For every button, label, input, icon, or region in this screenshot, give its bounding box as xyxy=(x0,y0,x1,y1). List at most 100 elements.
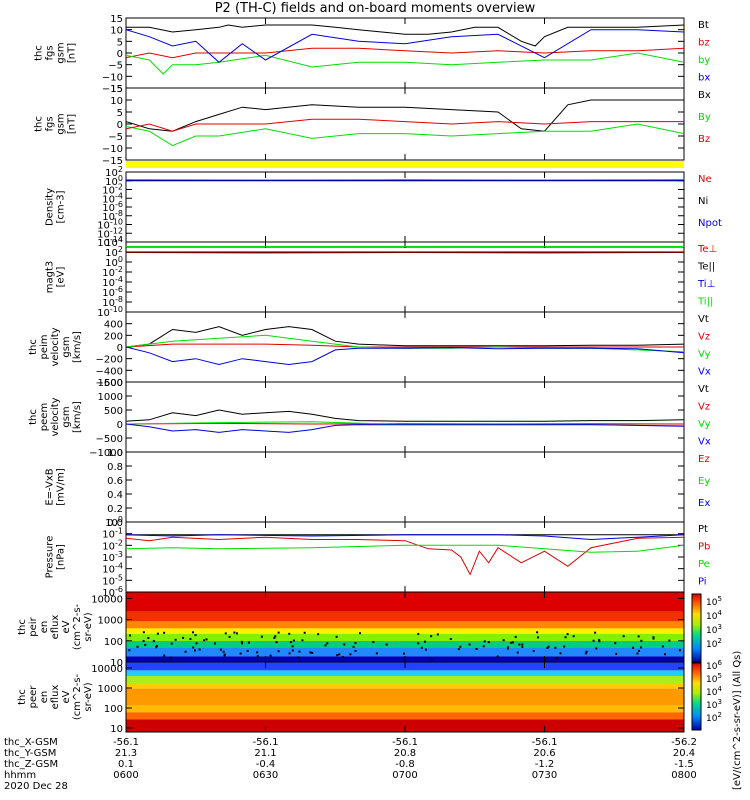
spectrogram-pixel xyxy=(359,632,361,634)
spectrogram-pixel xyxy=(615,653,617,655)
spectrogram-pixel xyxy=(194,649,196,651)
colorbar-tick: 105 xyxy=(706,672,722,685)
spectrogram-pixel xyxy=(326,642,328,644)
spectrogram-band xyxy=(126,683,684,689)
legend-label: Ne xyxy=(698,174,712,185)
spectrogram-pixel xyxy=(128,649,130,651)
spectrogram-pixel xyxy=(573,635,575,637)
legend-label: Vz xyxy=(698,402,710,413)
spectrogram-pixel xyxy=(182,637,184,639)
spectrogram-pixel xyxy=(386,644,388,646)
spectrogram-pixel xyxy=(483,645,485,647)
x-row-value: 0600 xyxy=(113,770,138,781)
spectrogram-pixel xyxy=(567,633,569,635)
spectrogram-pixel xyxy=(668,640,670,642)
series-line-Vt xyxy=(126,410,684,421)
spectrogram-pixel xyxy=(143,640,145,642)
colorbar-tick: 104 xyxy=(706,609,722,622)
y-tick-label: −400 xyxy=(96,366,123,377)
series-line-by xyxy=(126,53,684,74)
series-line-Te⊥ xyxy=(126,253,684,254)
panel-p1: thcfgsgsm[nT]Btbzbybx xyxy=(34,18,711,88)
x-row-value: -0.4 xyxy=(256,759,276,770)
spectrogram-pixel xyxy=(425,649,427,651)
y-tick-label: 0 xyxy=(117,49,123,60)
y-tick-label: −500 xyxy=(96,434,123,445)
spectrogram-pixel xyxy=(507,646,509,648)
y-tick-label: 0 xyxy=(117,420,123,431)
spectrogram-pixel xyxy=(437,633,439,635)
y-tick-label: 1500 xyxy=(98,378,123,389)
spectrogram-pixel xyxy=(137,646,139,648)
spectrogram-pixel xyxy=(203,639,205,641)
x-row-value: -56.2 xyxy=(671,737,697,748)
y-axis-label: Density[cm-3] xyxy=(45,188,67,226)
y-tick-label: 100 xyxy=(104,637,123,648)
series-line-Vx xyxy=(126,347,684,365)
legend-label: Vt xyxy=(698,384,709,395)
spectrogram-pixel xyxy=(517,652,519,654)
spectrogram-pixel xyxy=(450,638,452,640)
spectrogram-pixel xyxy=(469,644,471,646)
y-axis-label: Pressure[nPa] xyxy=(45,536,67,579)
y-tick-label: 10 xyxy=(110,96,123,107)
y-tick-label: 200 xyxy=(104,331,123,342)
spectrogram-pixel xyxy=(459,646,461,648)
spectrogram-pixel xyxy=(521,644,523,646)
x-row-value: 0.1 xyxy=(118,759,134,770)
legend-label: Ex xyxy=(698,498,710,509)
spectrogram-pixel xyxy=(175,639,177,641)
colorbar-bottom xyxy=(692,663,701,730)
x-row-value: -56.1 xyxy=(253,737,279,748)
spectrogram-pixel xyxy=(192,646,194,648)
colorbar-top xyxy=(692,594,701,662)
spectrogram-pixel xyxy=(241,641,243,643)
spectrogram-pixel xyxy=(298,651,300,653)
panel-frame xyxy=(126,452,684,522)
spectrogram-pixel xyxy=(354,650,356,652)
spectrogram-pixel xyxy=(261,636,263,638)
x-row-value: 21.3 xyxy=(115,748,137,759)
x-row-value: 20.4 xyxy=(673,748,695,759)
spectrogram-pixel xyxy=(223,651,225,653)
colorbar-tick: 105 xyxy=(706,595,722,608)
y-tick-label: 1.0 xyxy=(107,448,123,459)
spectrogram-pixel xyxy=(195,634,197,636)
x-row-value: -56.1 xyxy=(392,737,418,748)
spectrogram-pixel xyxy=(317,633,319,635)
spectrogram-pixel xyxy=(270,655,272,657)
series-line-Pb xyxy=(126,537,684,574)
spectrogram-pixel xyxy=(554,647,556,649)
spectrogram-pixel xyxy=(304,632,306,634)
spectrogram-pixel xyxy=(293,640,295,642)
spectrogram-pixel xyxy=(458,648,460,650)
y-tick-label: 5 xyxy=(117,37,123,48)
y-tick-label: 10 xyxy=(110,724,123,735)
spectrogram-pixel xyxy=(376,652,378,654)
x-row-label: hhmm xyxy=(4,770,36,781)
colorbar-tick: 102 xyxy=(706,711,722,724)
y-tick-label: 5 xyxy=(117,108,123,119)
y-tick-label: 100 xyxy=(104,704,123,715)
legend-label: Ez xyxy=(698,454,710,465)
spectrogram-pixel xyxy=(593,640,595,642)
spectrogram-pixel xyxy=(497,656,499,658)
spectrogram-pixel xyxy=(488,641,490,643)
spectrogram-pixel xyxy=(273,637,275,639)
spectrogram-pixel xyxy=(403,653,405,655)
spectrogram-pixel xyxy=(278,632,280,634)
y-tick-label: −10 xyxy=(102,72,123,83)
panel-frame xyxy=(126,172,684,242)
spectrogram-pixel xyxy=(349,653,351,655)
legend-label: Vt xyxy=(698,314,709,325)
x-row-value: -56.1 xyxy=(532,737,558,748)
spectrogram-pixel xyxy=(289,652,291,654)
x-row-value: -1.2 xyxy=(535,759,555,770)
spectrogram-pixel xyxy=(636,653,638,655)
y-axis-label: thcpeimvelocitygsm[km/s] xyxy=(28,327,83,366)
spectrogram-pixel xyxy=(521,646,523,648)
legend-label: Bt xyxy=(698,20,709,31)
spectrogram-pixel xyxy=(288,633,290,635)
panel-p2: thcfgsgsm[nT]BxByBz xyxy=(34,88,711,160)
spectrogram-pixel xyxy=(343,643,345,645)
